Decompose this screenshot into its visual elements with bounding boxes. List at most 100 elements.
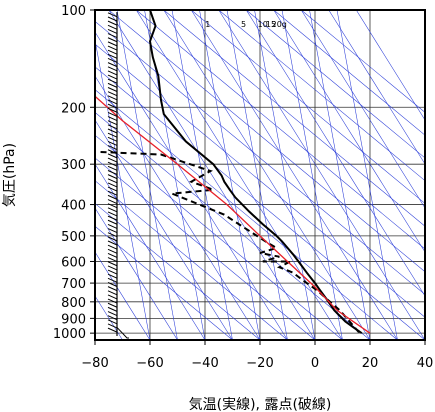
wind-barb [107, 327, 118, 333]
plot-area [95, 10, 425, 340]
wind-barb [107, 140, 118, 146]
y-tick-label: 400 [61, 199, 86, 214]
mixing-ratio-line [309, 10, 371, 340]
wind-barb [107, 136, 118, 142]
mixing-ratio-line [95, 38, 151, 340]
wind-barb [107, 286, 118, 292]
wind-barb [107, 33, 118, 39]
dewpoint-line [100, 151, 360, 334]
wind-barb [107, 78, 118, 84]
y-tick-label: 1000 [53, 327, 86, 342]
dry-adiabat-line [218, 10, 425, 182]
wind-barb [107, 277, 118, 283]
grid-layer [90, 9, 426, 345]
surface-wind-barb [116, 327, 129, 339]
wind-barb [107, 298, 118, 304]
x-axis-label: 気温(実線), 露点(破線) [189, 397, 332, 412]
wind-barb [107, 82, 118, 88]
wind-barb [107, 16, 118, 22]
wind-barb [107, 28, 118, 34]
moist-adiabat-line [136, 10, 343, 340]
wind-barb [107, 153, 118, 159]
wind-barb [107, 244, 118, 250]
moist-adiabat-line [95, 251, 151, 340]
wind-barb [107, 120, 118, 126]
plot-frame [94, 9, 426, 341]
y-tick-label: 100 [61, 4, 86, 19]
mixing-ratio-line [199, 10, 261, 340]
wind-barb [107, 95, 118, 101]
wind-barb [107, 215, 118, 221]
wind-barb [107, 45, 118, 51]
wind-barb [107, 323, 118, 329]
dry-adiabat-line [95, 203, 261, 340]
wind-barb [107, 240, 118, 246]
x-tick-label: −60 [136, 356, 163, 371]
wind-barb [107, 232, 118, 238]
wind-barb [107, 12, 118, 18]
dry-adiabat-line [273, 10, 425, 136]
wind-barb [107, 199, 118, 204]
wind-barb [107, 124, 118, 130]
dry-adiabat-line [95, 180, 288, 340]
wind-barb-column [107, 12, 129, 339]
wind-barb [107, 269, 118, 275]
wind-barb [107, 20, 118, 26]
wind-barb [107, 157, 118, 163]
dry-adiabat-line [246, 10, 425, 159]
moist-adiabat-line [301, 10, 425, 209]
dry-adiabat-line [136, 10, 425, 250]
moist-adiabat-line [95, 31, 288, 340]
y-tick-label: 300 [61, 158, 86, 173]
dry-adiabat-line [191, 10, 425, 204]
dry-adiabat-line [108, 10, 425, 273]
x-tick-label: 40 [417, 356, 434, 371]
moist-adiabat-line [95, 75, 261, 340]
parcel-line [95, 95, 371, 334]
mixing-ratio-label: 10 [258, 20, 268, 29]
wind-barb [107, 107, 118, 113]
x-tick-label: −20 [246, 356, 273, 371]
moist-adiabat-line [328, 10, 425, 165]
wind-barb [107, 37, 118, 43]
mixing-ratio-label: 20g [272, 20, 287, 29]
y-tick-label: 200 [61, 101, 86, 116]
y-tick-label: 700 [61, 277, 86, 292]
x-tick-label: −40 [191, 356, 218, 371]
wind-barb [107, 74, 118, 80]
wind-barb [107, 99, 118, 105]
dry-adiabat-line [95, 66, 425, 340]
moist-adiabat-line [356, 10, 425, 121]
adiabat-layer [95, 10, 425, 340]
wind-barb [107, 58, 118, 63]
y-tick-label: 900 [61, 312, 86, 327]
wind-barb [107, 70, 118, 76]
wind-barb [107, 132, 118, 138]
moist-adiabat-line [218, 10, 425, 340]
wind-barb [107, 223, 118, 229]
moist-adiabat-line [95, 163, 206, 340]
wind-barb [107, 236, 118, 242]
wind-barb [107, 111, 118, 117]
moist-adiabat-line [246, 10, 425, 297]
wind-barb [107, 306, 118, 312]
y-axis-label: 気圧(hPa) [2, 143, 18, 207]
wind-barb [107, 170, 118, 175]
wind-barb [107, 178, 118, 184]
wind-barb [107, 161, 118, 167]
mixing-ratio-line [281, 10, 343, 340]
series-layer [95, 10, 371, 335]
temperature-line [148, 10, 363, 335]
wind-barb [107, 311, 118, 316]
wind-barb [107, 53, 118, 59]
wind-barb [107, 252, 118, 258]
wind-barb [107, 62, 118, 68]
mixing-ratio-line [254, 10, 316, 340]
wind-barb [107, 91, 118, 97]
mixing-ratio-label: 15 [266, 20, 276, 29]
wind-barb [107, 149, 118, 155]
y-tick-label: 500 [61, 230, 86, 245]
wind-barb [107, 302, 118, 308]
dry-adiabat-line [95, 43, 425, 318]
